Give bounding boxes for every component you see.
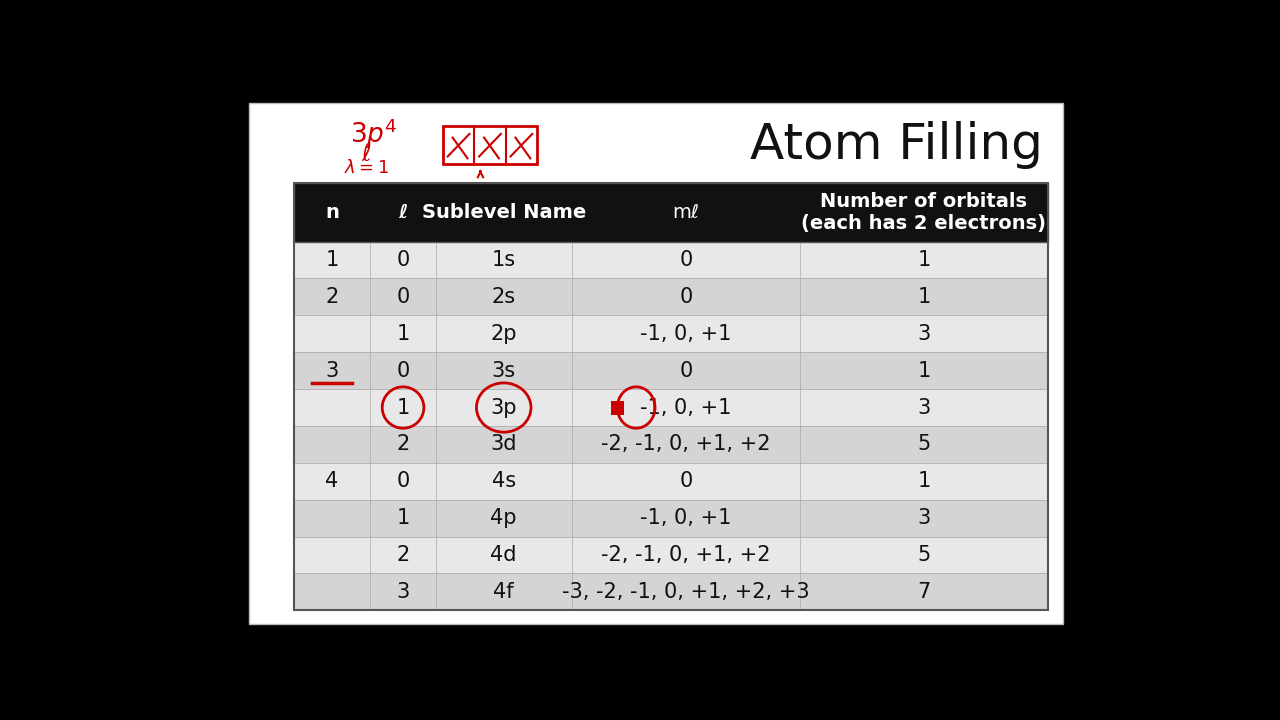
- Text: 3: 3: [325, 361, 339, 381]
- Text: $\lambda$$=$$1$: $\lambda$$=$$1$: [344, 159, 389, 177]
- Text: 2: 2: [397, 545, 410, 565]
- Text: 1: 1: [397, 508, 410, 528]
- Text: -1, 0, +1: -1, 0, +1: [640, 397, 731, 418]
- Bar: [294, 573, 1048, 611]
- Bar: [294, 184, 1048, 611]
- Text: 3: 3: [918, 397, 931, 418]
- Text: 1: 1: [397, 324, 410, 344]
- Text: Number of orbitals
(each has 2 electrons): Number of orbitals (each has 2 electrons…: [801, 192, 1046, 233]
- Text: 1: 1: [397, 397, 410, 418]
- Text: -2, -1, 0, +1, +2: -2, -1, 0, +1, +2: [602, 434, 771, 454]
- Text: n: n: [325, 203, 339, 222]
- Text: 5: 5: [918, 434, 931, 454]
- Text: 1: 1: [918, 287, 931, 307]
- Text: ℓ: ℓ: [398, 203, 407, 222]
- Text: 0: 0: [397, 361, 410, 381]
- Bar: [612, 402, 625, 415]
- Bar: [294, 389, 1048, 426]
- Text: 3: 3: [397, 582, 410, 602]
- Text: Atom Filling: Atom Filling: [750, 121, 1043, 168]
- Text: -1, 0, +1: -1, 0, +1: [640, 324, 731, 344]
- Bar: [443, 126, 538, 164]
- Bar: [294, 279, 1048, 315]
- Text: 4s: 4s: [492, 472, 516, 491]
- Text: 2: 2: [325, 287, 339, 307]
- Text: 0: 0: [397, 287, 410, 307]
- Text: $3p^4$: $3p^4$: [349, 116, 397, 150]
- Text: 3: 3: [918, 508, 931, 528]
- Bar: [294, 184, 1048, 242]
- Text: 1: 1: [918, 472, 931, 491]
- Text: 0: 0: [397, 472, 410, 491]
- Text: -1, 0, +1: -1, 0, +1: [640, 508, 731, 528]
- Text: 7: 7: [918, 582, 931, 602]
- Bar: [294, 463, 1048, 500]
- Text: 0: 0: [680, 287, 692, 307]
- Text: 3s: 3s: [492, 361, 516, 381]
- Text: 0: 0: [680, 250, 692, 270]
- Text: mℓ: mℓ: [672, 203, 699, 222]
- Text: $\ell$: $\ell$: [361, 142, 371, 166]
- Text: 4d: 4d: [490, 545, 517, 565]
- Text: 0: 0: [397, 250, 410, 270]
- Bar: [250, 103, 1062, 624]
- Text: -2, -1, 0, +1, +2: -2, -1, 0, +1, +2: [602, 545, 771, 565]
- Text: 0: 0: [680, 472, 692, 491]
- Text: 1: 1: [918, 250, 931, 270]
- Text: 1: 1: [918, 361, 931, 381]
- Text: Sublevel Name: Sublevel Name: [421, 203, 586, 222]
- Text: 3d: 3d: [490, 434, 517, 454]
- Bar: [294, 500, 1048, 536]
- Bar: [294, 184, 1048, 242]
- Bar: [294, 536, 1048, 573]
- Text: 2: 2: [397, 434, 410, 454]
- Text: 2p: 2p: [490, 324, 517, 344]
- Text: 4: 4: [325, 472, 339, 491]
- Text: 0: 0: [680, 361, 692, 381]
- Bar: [294, 426, 1048, 463]
- Text: 4f: 4f: [493, 582, 515, 602]
- Text: 5: 5: [918, 545, 931, 565]
- Bar: [294, 352, 1048, 389]
- Bar: [294, 315, 1048, 352]
- Text: 3p: 3p: [490, 397, 517, 418]
- Text: 1s: 1s: [492, 250, 516, 270]
- Bar: [294, 242, 1048, 279]
- Text: 4p: 4p: [490, 508, 517, 528]
- Text: -3, -2, -1, 0, +1, +2, +3: -3, -2, -1, 0, +1, +2, +3: [562, 582, 809, 602]
- Text: 3: 3: [918, 324, 931, 344]
- Text: 1: 1: [325, 250, 339, 270]
- Text: 2s: 2s: [492, 287, 516, 307]
